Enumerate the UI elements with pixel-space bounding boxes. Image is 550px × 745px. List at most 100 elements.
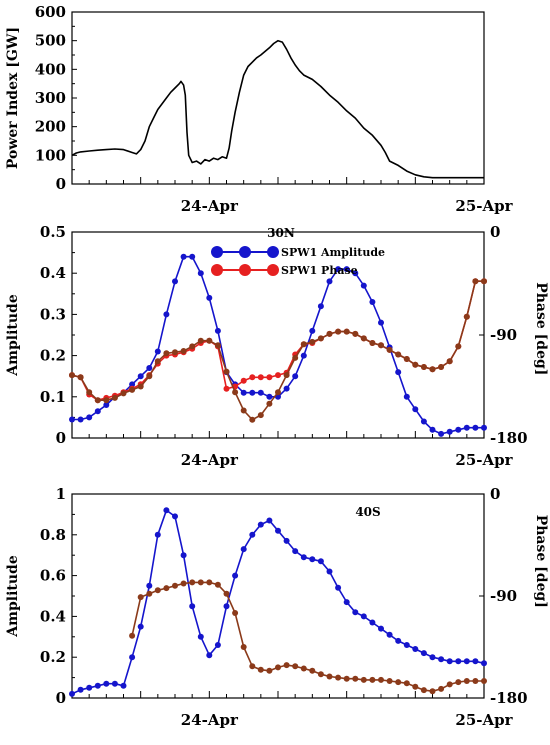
data-point bbox=[154, 348, 161, 355]
x-tick-label: 25-Apr bbox=[455, 451, 513, 469]
data-point bbox=[283, 662, 290, 669]
data-point bbox=[352, 675, 359, 682]
data-point bbox=[472, 278, 479, 285]
data-point bbox=[197, 270, 204, 277]
data-point bbox=[163, 507, 170, 514]
legend-label: SPW1 Amplitude bbox=[281, 246, 385, 259]
data-point bbox=[172, 278, 178, 285]
data-point bbox=[386, 631, 393, 638]
y-tick-label: 0.4 bbox=[40, 264, 66, 282]
data-point bbox=[369, 340, 376, 346]
data-point bbox=[180, 348, 187, 354]
data-point bbox=[249, 374, 256, 381]
data-point bbox=[343, 328, 350, 335]
y2-axis-label: Phase [deg] bbox=[533, 282, 549, 375]
data-point bbox=[275, 527, 281, 534]
data-point bbox=[378, 625, 384, 632]
data-point bbox=[455, 658, 462, 665]
data-point bbox=[197, 337, 204, 344]
data-point bbox=[266, 667, 273, 674]
data-point bbox=[111, 394, 118, 401]
data-point bbox=[317, 303, 324, 310]
y2-tick-label: -90 bbox=[490, 326, 517, 344]
data-point bbox=[403, 642, 410, 648]
data-point bbox=[129, 632, 136, 639]
data-point bbox=[129, 381, 136, 388]
data-point bbox=[335, 674, 342, 681]
data-point bbox=[129, 386, 136, 393]
data-point bbox=[94, 408, 101, 415]
y-tick-label: 0.8 bbox=[40, 526, 66, 544]
y-tick-label: 0.2 bbox=[40, 347, 66, 365]
data-point bbox=[86, 389, 93, 396]
data-point bbox=[180, 253, 187, 260]
legend-swatch-marker bbox=[267, 264, 279, 276]
y-axis-label: Amplitude bbox=[5, 555, 21, 638]
data-point bbox=[309, 338, 316, 345]
data-point bbox=[275, 389, 281, 396]
data-point bbox=[326, 568, 333, 575]
data-point bbox=[240, 377, 247, 384]
data-point bbox=[463, 313, 470, 320]
data-point bbox=[352, 330, 359, 337]
data-point bbox=[420, 364, 427, 370]
data-point bbox=[206, 652, 213, 659]
data-point bbox=[352, 270, 359, 277]
data-point bbox=[275, 372, 281, 379]
data-point bbox=[395, 351, 402, 358]
x-tick-label: 24-Apr bbox=[181, 197, 239, 215]
data-point bbox=[472, 678, 479, 684]
data-point bbox=[180, 580, 187, 587]
data-point bbox=[446, 428, 453, 435]
data-point bbox=[317, 671, 324, 678]
y-tick-label: 0 bbox=[56, 689, 66, 707]
data-point bbox=[403, 356, 410, 362]
data-point bbox=[146, 373, 153, 380]
data-point bbox=[481, 678, 487, 684]
legend-swatch-marker bbox=[211, 246, 223, 258]
data-point bbox=[249, 531, 256, 538]
data-point bbox=[69, 416, 75, 423]
data-point bbox=[429, 426, 436, 433]
data-point bbox=[395, 679, 402, 686]
data-point bbox=[343, 599, 350, 606]
data-point bbox=[438, 364, 445, 370]
data-point bbox=[378, 319, 384, 326]
panel-annotation: 40S bbox=[355, 505, 380, 519]
data-point bbox=[77, 686, 84, 693]
data-point bbox=[412, 406, 419, 413]
y2-axis-label: Phase [deg] bbox=[533, 515, 549, 608]
data-point bbox=[69, 372, 75, 379]
y-tick-label: 1 bbox=[56, 485, 66, 503]
data-point bbox=[455, 343, 462, 350]
data-point bbox=[154, 358, 161, 365]
data-point bbox=[438, 685, 445, 692]
data-point bbox=[275, 664, 281, 671]
data-point bbox=[77, 416, 84, 423]
panel-annotation: 30N bbox=[267, 226, 295, 240]
data-point bbox=[232, 572, 239, 579]
data-point bbox=[146, 365, 153, 371]
panel-2 bbox=[69, 493, 487, 699]
data-point bbox=[197, 633, 204, 640]
data-point bbox=[326, 673, 333, 680]
data-point bbox=[214, 342, 221, 349]
legend-swatch-marker bbox=[267, 246, 279, 258]
series-line-0 bbox=[71, 39, 484, 179]
data-point bbox=[163, 311, 170, 318]
x-tick-label: 25-Apr bbox=[455, 197, 513, 215]
data-point bbox=[455, 679, 462, 686]
data-point bbox=[214, 581, 221, 588]
x-tick-label: 24-Apr bbox=[181, 451, 239, 469]
data-point bbox=[172, 349, 178, 356]
data-point bbox=[292, 373, 299, 380]
data-point bbox=[386, 678, 393, 684]
data-point bbox=[360, 335, 367, 342]
data-point bbox=[137, 623, 144, 630]
series-line-0 bbox=[72, 255, 484, 435]
data-point bbox=[343, 675, 350, 682]
data-point bbox=[360, 613, 367, 620]
data-point bbox=[129, 654, 136, 661]
y-tick-label: 0.6 bbox=[40, 567, 66, 585]
data-point bbox=[326, 330, 333, 337]
